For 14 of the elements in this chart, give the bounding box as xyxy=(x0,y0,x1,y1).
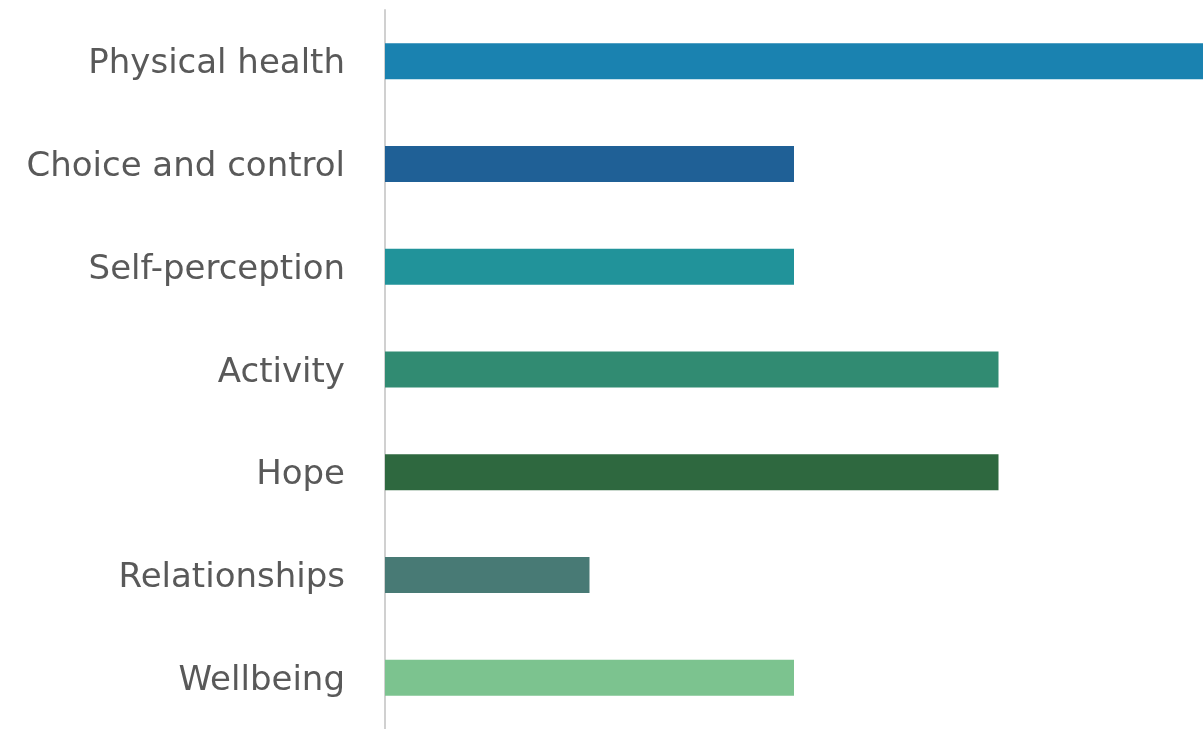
bar xyxy=(385,43,1203,80)
y-tick-label: Hope xyxy=(256,452,345,493)
y-tick-label: Self-perception xyxy=(88,246,345,287)
y-tick-label: Choice and control xyxy=(26,144,345,185)
bar xyxy=(385,556,590,593)
bar xyxy=(385,248,794,285)
y-tick-label: Activity xyxy=(217,349,345,390)
y-tick-label: Wellbeing xyxy=(178,657,345,698)
bar xyxy=(385,454,999,491)
bar xyxy=(385,659,794,696)
y-tick-label: Physical health xyxy=(88,41,345,82)
bar xyxy=(385,146,794,183)
y-tick-label: Relationships xyxy=(118,554,345,595)
bar xyxy=(385,351,999,388)
